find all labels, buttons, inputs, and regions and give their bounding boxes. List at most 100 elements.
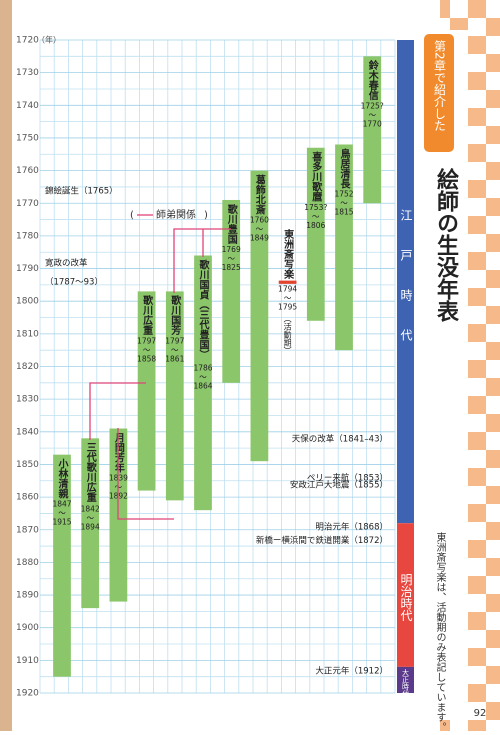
artist-name: 喜多川歌麿: [310, 151, 323, 203]
range-separator: ～: [312, 212, 320, 221]
end-label: 1864: [193, 381, 212, 390]
end-label: 1825: [222, 263, 241, 272]
bar: [165, 291, 184, 501]
start-label: 1760: [250, 216, 269, 225]
bar: [81, 438, 100, 609]
y-tick-label: 1790: [16, 264, 39, 274]
range-separator: ～: [171, 345, 179, 354]
start-label: 1769: [222, 245, 241, 254]
bar: [250, 170, 269, 462]
y-tick-label: 1860: [16, 493, 39, 503]
links: [89, 214, 231, 520]
y-tick-label: 1720: [16, 36, 39, 46]
range-separator: ～: [199, 372, 207, 381]
event-label: 新橋ー横浜間で鉄道開業（1872）: [256, 535, 388, 546]
artist-name: 歌川国貞（三代豊国）: [197, 258, 210, 359]
bar: [335, 144, 353, 351]
y-tick-label: 1830: [16, 395, 39, 405]
y-tick-label: 1760: [16, 166, 39, 176]
event-label: 大正元年（1912）: [315, 665, 388, 676]
y-tick-label: 1880: [16, 558, 39, 568]
artist-name: 三代歌川広重: [84, 442, 97, 502]
bar: [278, 280, 297, 284]
link-line: [89, 382, 146, 440]
artist-name: 葛飾北斎: [253, 173, 266, 215]
bar: [194, 255, 212, 511]
start-label: 1794: [278, 285, 297, 294]
legend-bracket: (: [130, 210, 134, 221]
note: 東洲斎写楽は、活動期のみ表記しています。: [434, 531, 446, 731]
artist-name: 歌川広重: [141, 294, 154, 335]
y-tick-label: 1910: [16, 656, 39, 666]
event-label: （1787～93）: [45, 276, 103, 287]
event-label: 天保の改革（1841–43）: [292, 434, 388, 445]
y-tick-label: 1820: [16, 362, 39, 372]
header-title: 絵師の生没年表: [433, 167, 459, 323]
start-label: 1752: [334, 189, 353, 198]
y-tick-label: 1800: [16, 297, 39, 307]
end-label: 1815: [334, 207, 353, 216]
era-label: 江戸時代: [399, 209, 413, 369]
range-separator: ～: [86, 513, 94, 522]
bar: [137, 291, 156, 491]
y-tick-label: 1730: [16, 68, 39, 78]
event-label: ペリー来航（1853）: [307, 473, 388, 484]
end-label: 1795: [278, 303, 297, 312]
artist-name: 鳥居清長: [338, 147, 350, 189]
y-tick-label: 1750: [16, 133, 39, 143]
end-label: 1894: [81, 522, 100, 531]
start-label: 1753?: [304, 203, 327, 212]
artist-name: 月岡芳年: [112, 432, 125, 473]
artist-name: 歌川国芳: [169, 294, 182, 336]
event-label: 寛政の改革: [45, 257, 88, 268]
event-label: 錦絵誕生（1765）: [45, 185, 118, 196]
y-tick-label: 1840: [16, 427, 39, 437]
page-number: 92: [474, 708, 487, 719]
header-tag: 第2章で紹介した: [433, 40, 447, 132]
bar: [222, 199, 241, 383]
start-label: 1842: [81, 504, 100, 513]
y-tick-label: 1890: [16, 591, 39, 601]
era-band: [397, 40, 414, 524]
start-label: 1797: [165, 336, 184, 345]
binding-edge: [0, 0, 12, 731]
end-label: 1849: [250, 234, 269, 243]
artist-name: 鈴木春信: [366, 59, 379, 101]
legend-bracket: ): [204, 210, 208, 221]
range-separator: ～: [227, 254, 235, 263]
era-band: [397, 666, 414, 693]
y-tick-label: 1850: [16, 460, 39, 470]
bar: [53, 454, 71, 677]
start-label: 1725?: [361, 101, 384, 110]
end-label: 1770: [363, 119, 382, 128]
legend-text: 師弟関係: [156, 208, 196, 221]
end-label: 1806: [306, 221, 325, 230]
artist-name: 東洲斎写楽: [282, 228, 295, 280]
end-label: 1861: [165, 354, 184, 363]
end-label: 1858: [137, 354, 156, 363]
y-tick-label: 1810: [16, 329, 39, 339]
era-label: 大正時代: [402, 668, 410, 698]
y-tick-label: 1770: [16, 199, 39, 209]
link-line: [173, 228, 231, 293]
y-tick-label: 1900: [16, 623, 39, 633]
era-band: [397, 523, 414, 667]
range-separator: ～: [368, 110, 376, 119]
range-separator: ～: [284, 294, 292, 303]
link-line: [117, 428, 174, 520]
y-tick-label: 1870: [16, 525, 39, 535]
range-separator: ～: [256, 225, 264, 234]
event-label: 明治元年（1868）: [315, 522, 388, 533]
bar: [306, 147, 325, 321]
bar: [363, 56, 382, 204]
range-separator: ～: [58, 509, 66, 518]
period-note: （活動期）: [283, 315, 292, 355]
y-unit: （年）: [37, 35, 61, 45]
y-tick-label: 1780: [16, 231, 39, 241]
range-separator: ～: [143, 345, 151, 354]
event-label: 安政江戸大地震（1855）: [290, 479, 388, 490]
era-label: 明治時代: [399, 574, 413, 623]
start-label: 1786: [193, 363, 212, 372]
